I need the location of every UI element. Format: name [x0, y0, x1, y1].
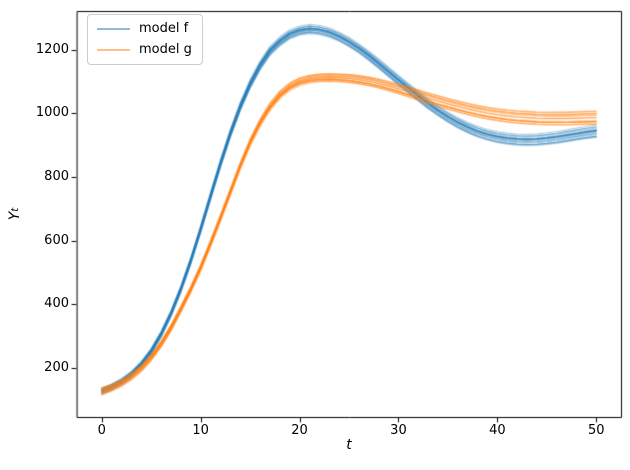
- x-tick-label: 10: [192, 423, 209, 438]
- x-tick-label: 20: [291, 423, 308, 438]
- y-tick-label: 800: [44, 169, 69, 185]
- legend-label-model-f: model f: [139, 21, 189, 36]
- legend-item-model-g: model g: [97, 42, 192, 58]
- x-tick-label: 30: [390, 423, 407, 438]
- y-tick-label: 1000: [35, 105, 69, 121]
- legend-item-model-f: model f: [97, 21, 192, 37]
- x-tick-label: 0: [97, 423, 106, 438]
- x-tick-label: 40: [489, 423, 506, 438]
- legend: model f model g: [87, 14, 203, 65]
- y-axis-label-base: Y: [7, 211, 23, 221]
- legend-line-sample-orange: [97, 49, 130, 51]
- y-tick-label: 400: [44, 296, 69, 312]
- y-axis-label-subscript: t: [9, 207, 21, 212]
- y-tick-label: 1200: [35, 41, 69, 57]
- legend-label-model-g: model g: [139, 42, 192, 57]
- x-tick-label: 50: [587, 423, 605, 438]
- legend-line-sample-blue: [97, 28, 130, 30]
- y-tick-label: 200: [44, 360, 69, 375]
- x-axis-label: t: [346, 437, 352, 453]
- y-tick-label: 600: [44, 232, 69, 248]
